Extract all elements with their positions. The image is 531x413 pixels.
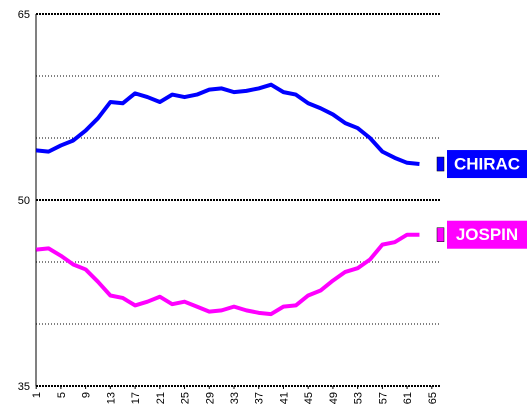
x-tick-label: 25 <box>180 392 192 404</box>
legend-marker <box>436 227 445 242</box>
x-tick-label: 21 <box>155 392 167 404</box>
series-line <box>35 82 420 167</box>
x-tick-label: 9 <box>81 392 93 398</box>
x-tick-label: 41 <box>278 392 290 404</box>
y-tick-label: 50 <box>18 195 30 207</box>
x-tick-label: 33 <box>229 392 241 404</box>
legend-box <box>447 150 527 179</box>
x-tick-label: 61 <box>402 392 414 404</box>
x-tick-label: 29 <box>204 392 216 404</box>
x-tick-label: 17 <box>130 392 142 404</box>
x-tick-label: 5 <box>56 392 68 398</box>
x-tick-label: 45 <box>303 392 315 404</box>
x-tick-label: 57 <box>377 392 389 404</box>
legend-marker <box>436 156 445 172</box>
y-tick-label: 65 <box>18 9 30 21</box>
legend-label: JOSPIN <box>456 225 518 244</box>
y-tick-label: 35 <box>18 381 30 393</box>
x-tick-label: 37 <box>254 392 266 404</box>
legend-box <box>447 220 527 249</box>
x-tick-label: 49 <box>328 392 340 404</box>
x-tick-label: 1 <box>31 392 43 398</box>
x-tick-label: 65 <box>427 392 439 404</box>
series-line <box>35 232 420 317</box>
x-tick-label: 13 <box>105 392 117 404</box>
legend-label: CHIRAC <box>454 155 520 174</box>
x-tick-label: 53 <box>353 392 365 404</box>
